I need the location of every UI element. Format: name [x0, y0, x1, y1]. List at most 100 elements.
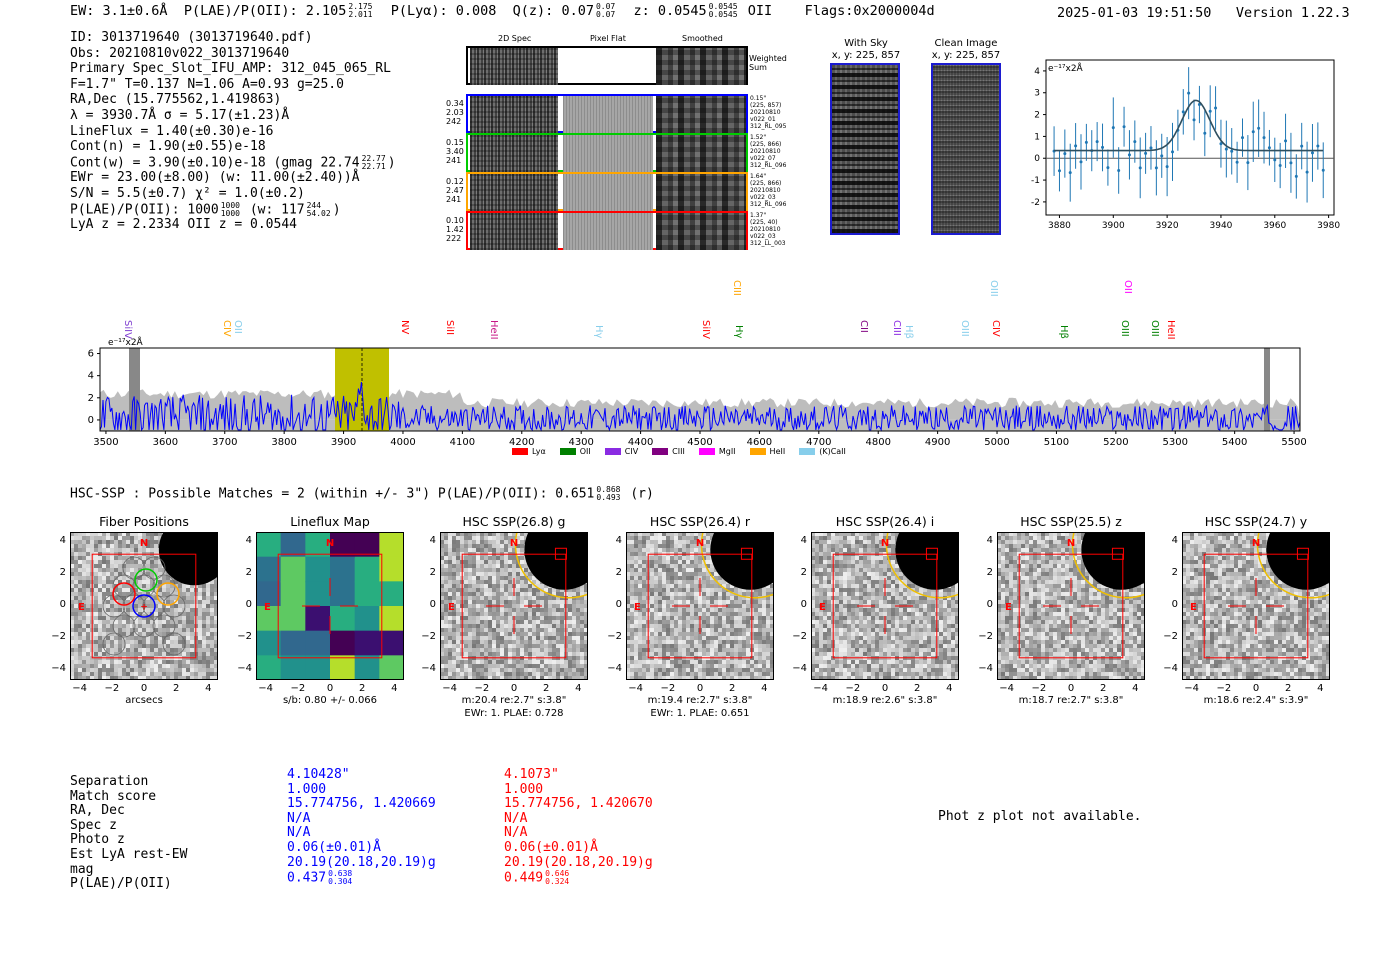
cutout-pixel [682, 596, 687, 601]
cutout-pixel [694, 628, 699, 633]
cutout-pixel [110, 632, 115, 637]
cutout-pixel [166, 668, 171, 673]
cutout-pixel [827, 560, 832, 565]
cutout-pixel [584, 632, 588, 637]
cutout-pixel [584, 616, 588, 621]
cutout-pixel [654, 668, 659, 673]
cutout-pixel [78, 632, 83, 637]
cutout-pixel [138, 596, 143, 601]
cutout-pixel [630, 676, 635, 680]
cutout-pixel [202, 600, 207, 605]
cutout-pixel [118, 624, 123, 629]
cutout-pixel [642, 596, 647, 601]
cutout-pixel [158, 532, 163, 537]
stamp-header-smoothed: Smoothed [682, 34, 723, 43]
cutout-pixel [484, 592, 489, 597]
cutout-pixel [106, 556, 111, 561]
cutout-pixel [82, 660, 87, 665]
cutout-pixel [572, 620, 577, 625]
cutout-pixel [694, 560, 699, 565]
cutout-pixel [150, 564, 155, 569]
cutout-galaxy [710, 532, 774, 590]
cutout-pixel [496, 572, 501, 577]
cutout-pixel [847, 640, 852, 645]
cutout-pixel [847, 592, 852, 597]
legend-swatch [559, 448, 576, 455]
cutout-pixel [182, 620, 187, 625]
cutout-pixel [444, 644, 449, 649]
cutout-pixel [742, 672, 747, 677]
cutout-pixel [158, 624, 163, 629]
cutout-pixel [762, 588, 767, 593]
cutout-pixel [488, 612, 493, 617]
cutout-pixel [444, 652, 449, 657]
cutout-pixel [210, 600, 215, 605]
cutout-pixel [106, 544, 111, 549]
cutout-pixel [831, 672, 836, 677]
cutout-pixel [544, 600, 549, 605]
cutout-pixel [702, 660, 707, 665]
cutout-pixel [823, 600, 828, 605]
cutout-pixel [626, 588, 631, 593]
cutout-pixel [666, 660, 671, 665]
cutout-pixel [504, 540, 509, 545]
lineflux-cell [256, 556, 282, 583]
fit-ytick-label: 4 [1034, 67, 1040, 77]
cutout-pixel [86, 620, 91, 625]
cutout-pixel [190, 672, 195, 677]
cutout-pixel [102, 624, 107, 629]
cutout-pixel [638, 548, 643, 553]
cutout-pixel [524, 580, 529, 585]
cutout-pixel [666, 536, 671, 541]
cutout-pixel [178, 668, 183, 673]
cutout-pixel [536, 632, 541, 637]
fit-ytick-label: 1 [1034, 132, 1040, 142]
cutout-pixel [564, 660, 569, 665]
cutout-pixel [78, 604, 83, 609]
cutout-pixel [851, 560, 856, 565]
cutout-pixel [74, 552, 79, 557]
cutout-pixel [472, 544, 477, 549]
cutout-pixel [746, 588, 751, 593]
cutout-pixel [670, 536, 675, 541]
cutout-pixel [552, 616, 557, 621]
cutout-pixel [162, 648, 167, 653]
cutout-pixel [730, 632, 735, 637]
cutout-pixel [835, 564, 840, 569]
cutout-pixel [666, 644, 671, 649]
cutout-pixel [94, 556, 99, 561]
cutout-pixel [142, 660, 147, 665]
cutout-pixel [811, 604, 816, 609]
cutout-pixel [98, 672, 103, 677]
cutout-aperture-arc [700, 532, 774, 599]
cutout-pixel [726, 624, 731, 629]
stamp-2dspec [470, 213, 558, 250]
cutout-pixel [70, 668, 75, 673]
cutout-pixel [166, 664, 171, 669]
cutout-pixel [540, 664, 545, 669]
cutout-pixel [86, 544, 91, 549]
cutout-pixel [492, 532, 497, 537]
cutout-pixel [843, 660, 848, 665]
cutout-pixel [843, 576, 848, 581]
cutout-pixel [638, 632, 643, 637]
cutout-pixel [706, 660, 711, 665]
cutout-pixel [440, 532, 445, 537]
cutout-pixel [532, 612, 537, 617]
header-plya: P(Lyα): 0.008 [390, 3, 497, 19]
spec-unit: e⁻¹⁷x2Å [108, 336, 144, 348]
cutout-pixel [158, 568, 163, 573]
cutout-pixel [484, 560, 489, 565]
cutout-pixel [839, 584, 844, 589]
cutout-pixel [468, 564, 473, 569]
cutout-pixel [500, 548, 505, 553]
cutout-pixel [86, 584, 91, 589]
cutout-pixel [90, 664, 95, 669]
cutout-pixel [444, 584, 449, 589]
cutout-pixel [742, 592, 747, 597]
cutout-pixel [754, 676, 759, 680]
cutout-pixel [82, 668, 87, 673]
cutout-pixel [476, 636, 481, 641]
cutout-pixel [666, 532, 671, 537]
cutout-pixel [560, 664, 565, 669]
